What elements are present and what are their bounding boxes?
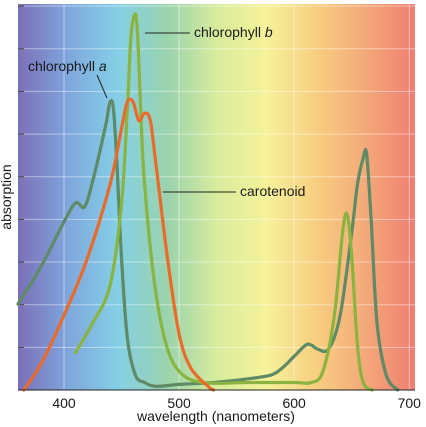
plot-background [18,4,415,390]
label-chlorophyll-a: chlorophyll a [28,58,107,74]
series-labels: chlorophyll a chlorophyll b carotenoid [28,24,305,199]
label-chlorophyll-b: chlorophyll b [194,24,273,40]
series-lines [16,12,400,392]
x-tick-label: 600 [282,395,306,411]
x-tick-label: 700 [398,395,422,411]
series-chlorophyll-b [73,12,374,392]
y-axis-label: absorption [0,164,14,229]
leader-line [96,74,108,99]
label-carotenoid: carotenoid [240,183,305,199]
series-carotenoid [22,97,216,392]
x-axis-label: wavelength (nanometers) [136,408,295,424]
x-tick-label: 400 [52,395,76,411]
x-tick-label: 500 [167,395,191,411]
